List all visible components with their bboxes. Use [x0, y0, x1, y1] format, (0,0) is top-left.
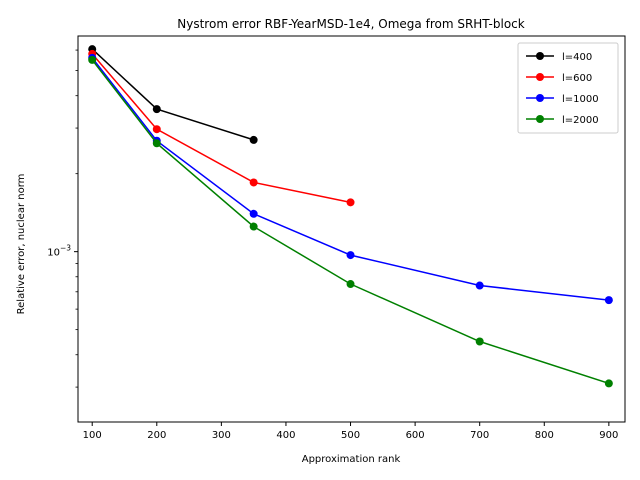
data-point-l-2000 [152, 139, 161, 148]
x-tick-label: 400 [276, 430, 295, 441]
legend-label: l=400 [562, 52, 592, 63]
data-point-l-2000 [249, 222, 258, 231]
x-tick-label: 200 [147, 430, 166, 441]
data-point-l-600 [249, 178, 258, 187]
data-point-l-600 [152, 125, 161, 134]
x-tick-label: 600 [406, 430, 425, 441]
data-point-l-1000 [604, 296, 613, 305]
data-point-l-2000 [346, 280, 355, 289]
plot-frame [77, 35, 626, 423]
x-tick-label: 700 [470, 430, 489, 441]
y-tick-label: 10−3 [47, 244, 71, 259]
data-point-l-2000 [475, 337, 484, 346]
legend: l=400 l=600 l=1000 l=2000 [517, 42, 619, 134]
series-layer [88, 45, 613, 388]
x-tick-label: 300 [212, 430, 231, 441]
series-line-l-2000 [91, 59, 610, 385]
data-point-l-1000 [475, 281, 484, 290]
x-tick-label: 800 [535, 430, 554, 441]
legend-label: l=1000 [562, 94, 599, 105]
data-point-l-400 [152, 105, 161, 114]
data-point-l-2000 [88, 55, 97, 64]
x-axis-label: Approximation rank [302, 454, 401, 465]
x-tick-label: 500 [341, 430, 360, 441]
chart-title: Nystrom error RBF-YearMSD-1e4, Omega fro… [177, 17, 524, 31]
y-axis-label: Relative error, nuclear norm [16, 174, 27, 315]
data-point-l-400 [249, 135, 258, 144]
x-tick-label: 900 [599, 430, 618, 441]
data-point-l-1000 [346, 251, 355, 260]
data-point-l-1000 [249, 209, 258, 218]
legend-marker [536, 94, 544, 102]
legend-label: l=2000 [562, 115, 599, 126]
series-line-l-1000 [91, 57, 609, 301]
x-tick-label: 100 [83, 430, 102, 441]
legend-marker [536, 52, 544, 60]
data-point-l-600 [346, 198, 355, 207]
legend-marker [536, 115, 544, 123]
legend-box [517, 42, 619, 134]
legend-label: l=600 [562, 73, 592, 84]
series-line-l-600 [91, 53, 351, 204]
legend-marker [536, 73, 544, 81]
data-point-l-2000 [604, 379, 613, 388]
x-axis-ticks: 100 200 300 400 500 600 700 800 900 [83, 422, 618, 441]
